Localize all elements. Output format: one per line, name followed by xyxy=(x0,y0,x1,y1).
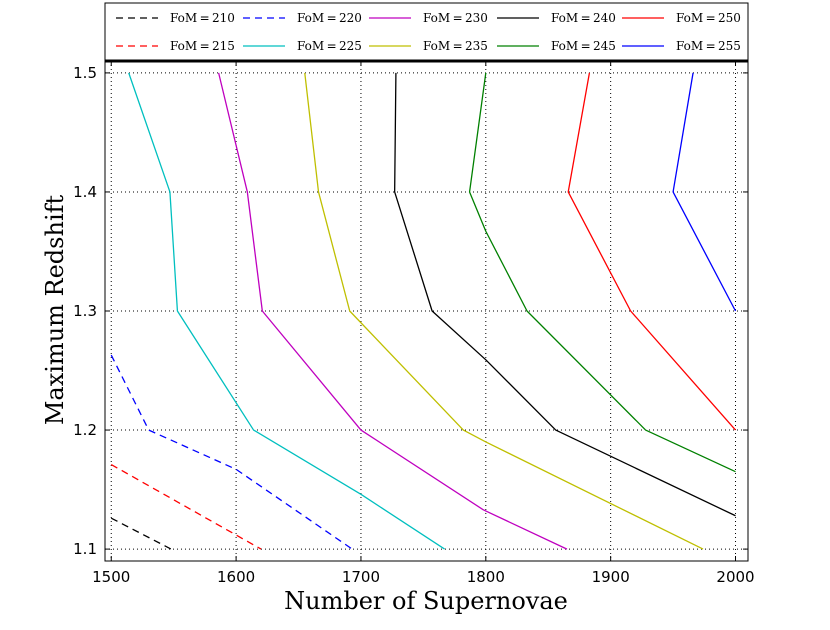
series-line-fom-235 xyxy=(304,72,704,550)
y-tick-label: 1.3 xyxy=(73,302,97,320)
x-tick-label: 1700 xyxy=(342,568,380,586)
series-line-fom-210 xyxy=(110,517,172,550)
series-line-fom-255 xyxy=(672,72,737,312)
series-layer xyxy=(110,72,737,550)
x-tick-label: 2000 xyxy=(716,568,754,586)
x-tick-label: 1500 xyxy=(92,568,130,586)
legend-label-fom-245: FoM = 245 xyxy=(551,39,616,53)
y-tick-label: 1.5 xyxy=(73,64,97,82)
legend: FoM = 210 FoM = 220 FoM = 230 FoM = 240 FoM … xyxy=(104,2,749,62)
y-axis-title: Maximum Redshift xyxy=(41,194,69,425)
legend-label-fom-250: FoM = 250 xyxy=(676,11,741,25)
x-tick-label: 1600 xyxy=(217,568,255,586)
tick-labels: 1500 1600 1700 1800 1900 2000 1.1 1.2 1.3 1.4 1.5 xyxy=(73,64,754,586)
y-tick-label: 1.2 xyxy=(73,421,97,439)
legend-box xyxy=(104,2,749,62)
series-line-fom-245 xyxy=(468,72,736,473)
series-line-fom-215 xyxy=(110,464,262,550)
legend-label-fom-220: FoM = 220 xyxy=(297,11,362,25)
x-tick-label: 1900 xyxy=(592,568,630,586)
series-line-fom-225 xyxy=(128,72,445,550)
series-line-fom-230 xyxy=(217,72,568,550)
x-axis-title: Number of Supernovae xyxy=(284,587,568,615)
legend-label-fom-255: FoM = 255 xyxy=(676,39,741,53)
y-tick-label: 1.4 xyxy=(73,183,97,201)
legend-label-fom-225: FoM = 225 xyxy=(297,39,362,53)
x-tick-label: 1800 xyxy=(467,568,505,586)
legend-label-fom-215: FoM = 215 xyxy=(170,39,235,53)
legend-label-fom-235: FoM = 235 xyxy=(423,39,488,53)
series-line-fom-240 xyxy=(394,72,736,517)
series-line-fom-250 xyxy=(567,72,736,431)
legend-label-fom-210: FoM = 210 xyxy=(170,11,235,25)
axes-frame xyxy=(104,59,749,562)
series-line-fom-220 xyxy=(110,354,353,550)
grid xyxy=(105,61,748,561)
legend-label-fom-230: FoM = 230 xyxy=(423,11,488,25)
legend-label-fom-240: FoM = 240 xyxy=(551,11,616,25)
y-tick-label: 1.1 xyxy=(73,540,97,558)
